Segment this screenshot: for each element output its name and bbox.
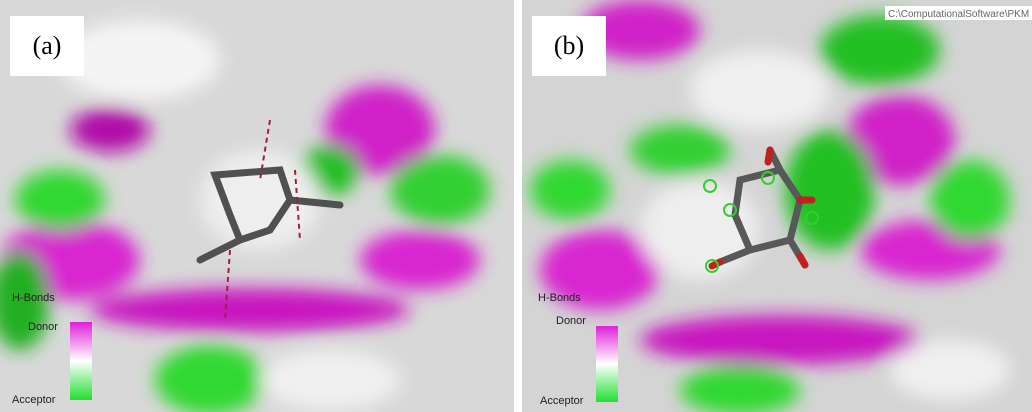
legend-bar (596, 326, 618, 402)
legend-title: H-Bonds (538, 292, 581, 304)
panel-label: (a) (33, 31, 62, 60)
panel-label: (b) (554, 31, 584, 60)
legend-title: H-Bonds (12, 292, 55, 304)
panel-a: (a) H-Bonds Donor Acceptor (0, 0, 514, 412)
panel-b: (b) C:\ComputationalSoftware\PKM H-Bonds… (522, 0, 1032, 412)
legend-bottom: Acceptor (12, 394, 56, 406)
file-path: C:\ComputationalSoftware\PKM (888, 9, 1029, 20)
legend-top: Donor (556, 315, 586, 327)
legend-bar (70, 322, 92, 400)
legend-bottom: Acceptor (540, 395, 584, 407)
divider (514, 0, 522, 412)
figure: (a) H-Bonds Donor Acceptor (0, 0, 1032, 412)
legend-top: Donor (28, 321, 58, 333)
